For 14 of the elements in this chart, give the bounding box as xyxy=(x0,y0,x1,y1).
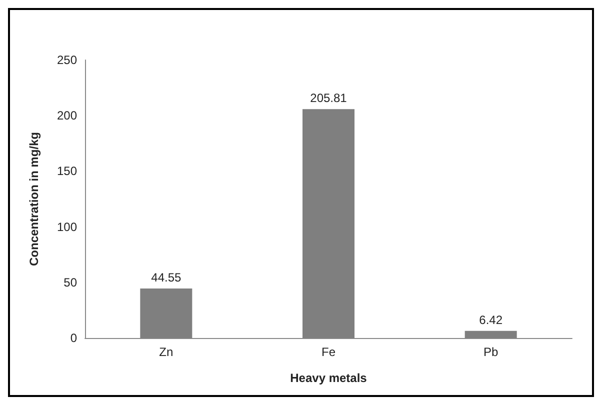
x-tick-label: Fe xyxy=(321,345,336,359)
y-tick-label: 150 xyxy=(56,164,78,178)
data-label: 44.55 xyxy=(151,270,182,284)
x-tick-label: Pb xyxy=(483,345,498,359)
y-tick-label: 50 xyxy=(64,275,78,290)
y-tick-label: 250 xyxy=(56,53,78,67)
x-tick-label: Zn xyxy=(159,345,174,359)
data-label: 205.81 xyxy=(310,91,348,106)
y-tick-label: 100 xyxy=(56,220,78,234)
x-axis-title: Heavy metals xyxy=(290,371,368,385)
data-label: 6.42 xyxy=(479,312,503,327)
y-tick-label: 0 xyxy=(70,331,78,345)
y-axis-title: Concentration in mg/kg xyxy=(27,132,41,266)
y-tick-label: 200 xyxy=(56,108,78,123)
